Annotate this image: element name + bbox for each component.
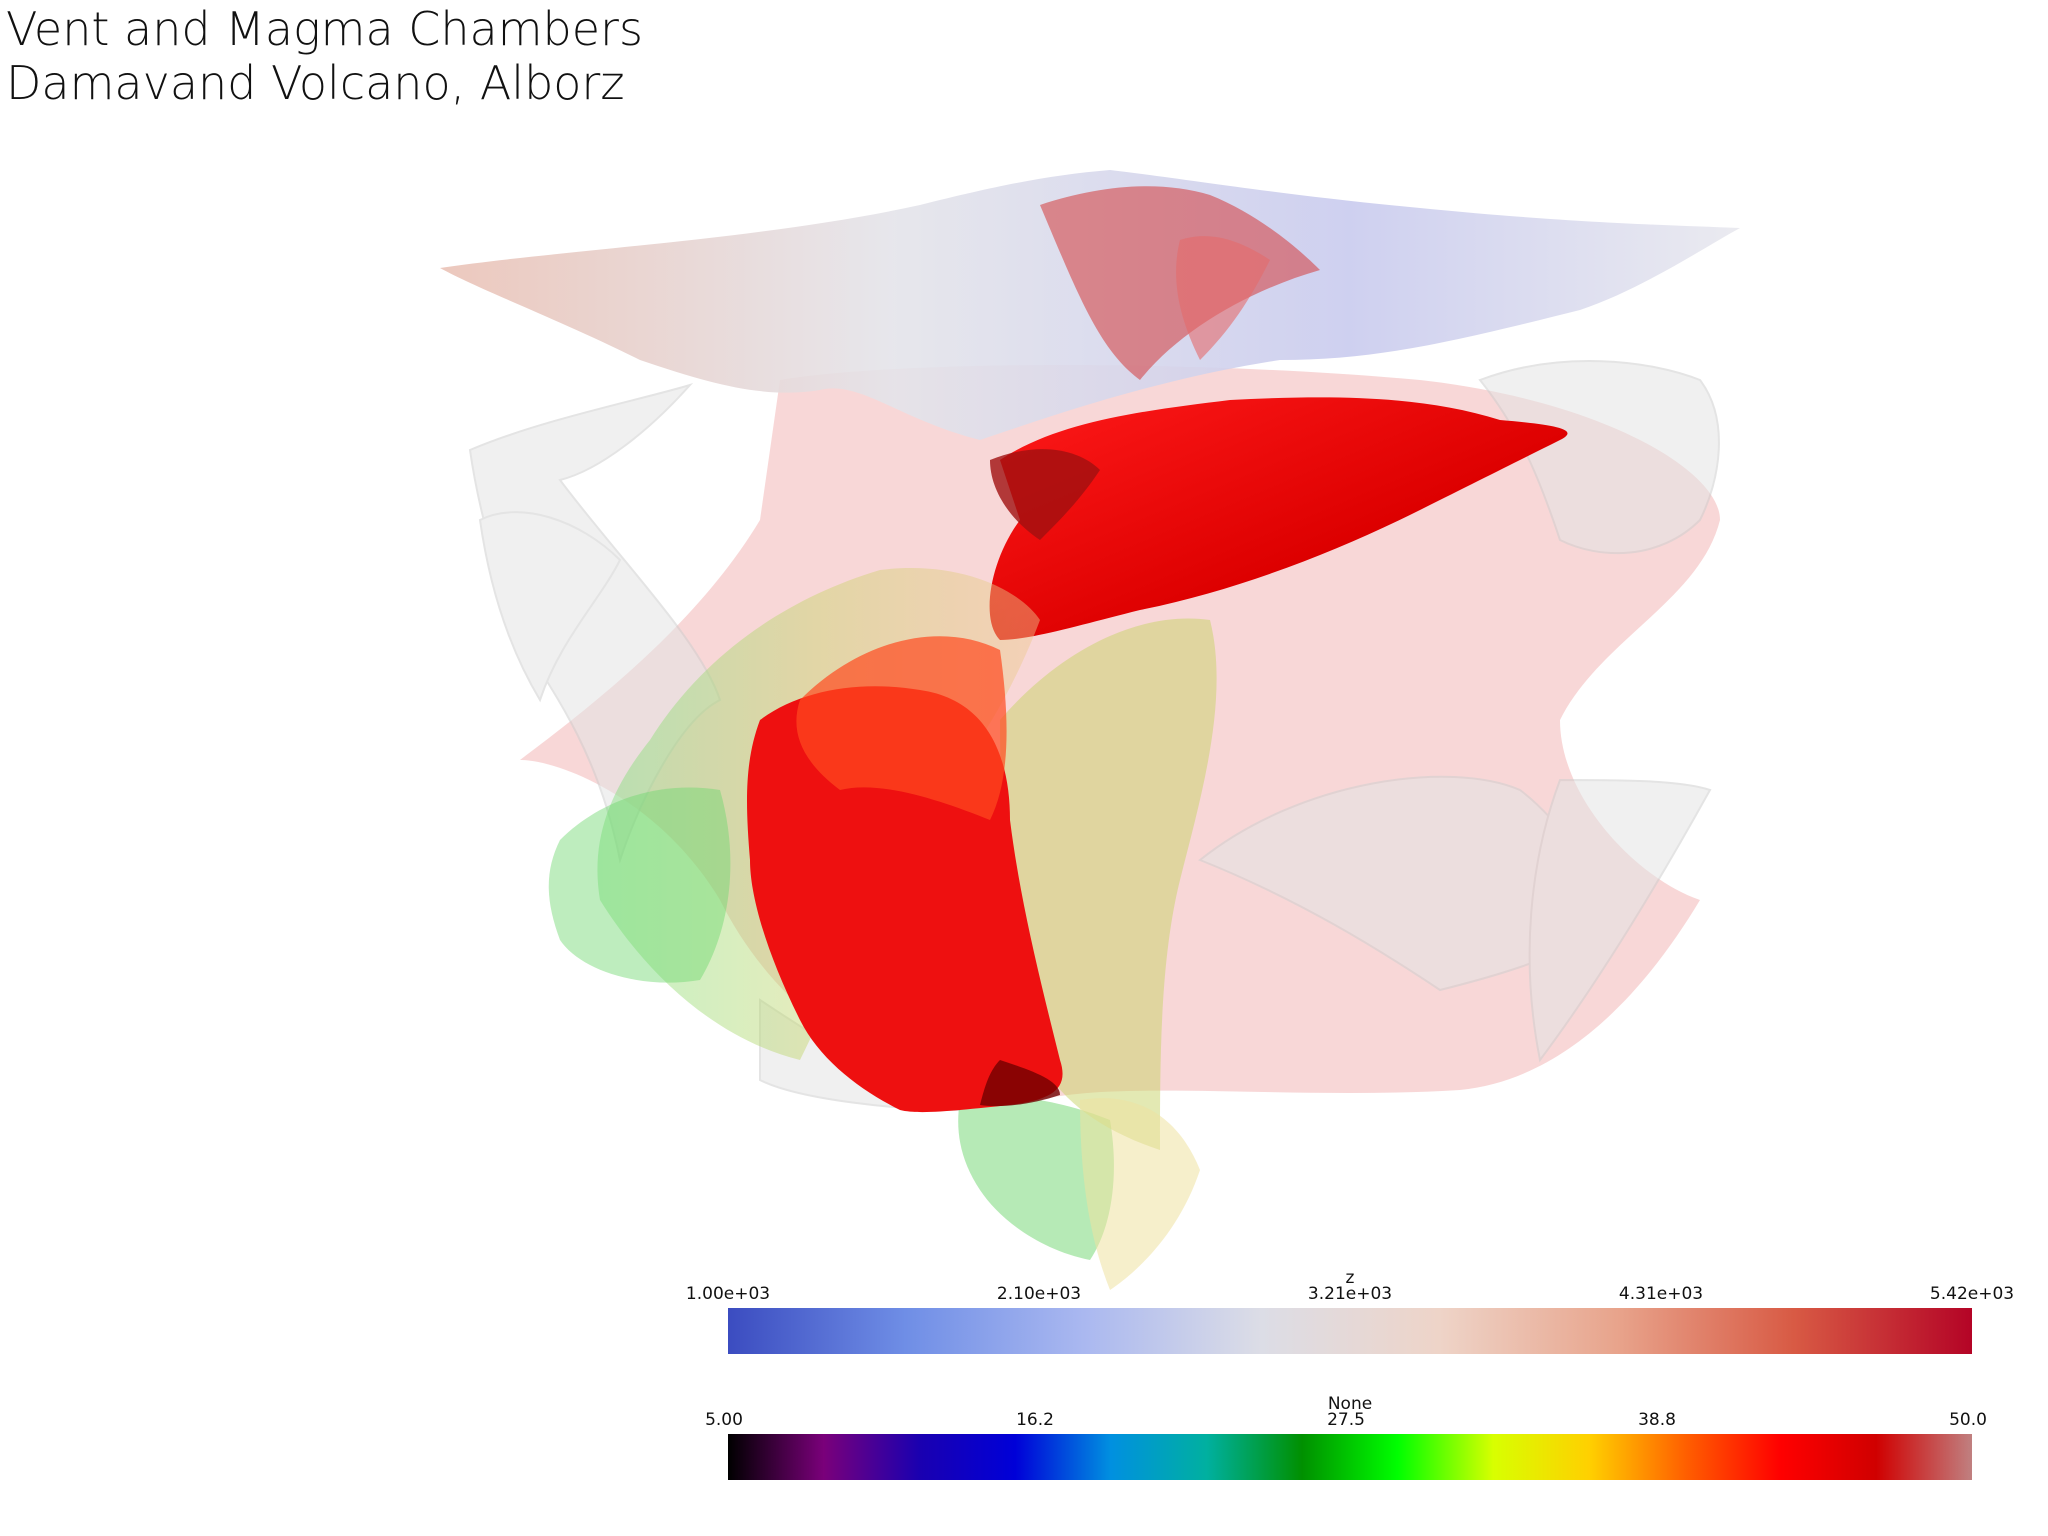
scene-title: Vent and Magma Chambers Damavand Volcano… [6, 2, 643, 110]
title-line-1: Vent and Magma Chambers [6, 2, 643, 56]
colorbar-z-tick-2: 3.21e+03 [1307, 1284, 1393, 1304]
colorbar-z-tick-4: 5.42e+03 [1929, 1284, 2015, 1304]
colorbar-none-tick-3: 38.8 [1638, 1410, 1676, 1430]
upper-magma-chamber [989, 397, 1568, 640]
lower-magma-chamber [747, 636, 1063, 1113]
colorbar-none-title: None [1327, 1394, 1373, 1414]
colorbar-z-title: z [1345, 1268, 1355, 1288]
colorbar-z-tick-3: 4.31e+03 [1618, 1284, 1704, 1304]
colorbar-none-gradient [728, 1434, 1972, 1480]
colorbar-none-tick-2: 27.5 [1327, 1410, 1365, 1430]
colorbar-z-tick-1: 2.10e+03 [996, 1284, 1082, 1304]
colorbar-none-tick-0: 5.00 [705, 1410, 743, 1430]
colorbar-z-gradient [728, 1308, 1972, 1354]
top-surface-cap [440, 170, 1740, 440]
colorbar-z-tick-0: 1.00e+03 [685, 1284, 771, 1304]
colorbar-none-tick-4: 50.0 [1949, 1410, 1987, 1430]
title-line-2: Damavand Volcano, Alborz [6, 56, 625, 110]
colorbar-none-tick-1: 16.2 [1016, 1410, 1054, 1430]
